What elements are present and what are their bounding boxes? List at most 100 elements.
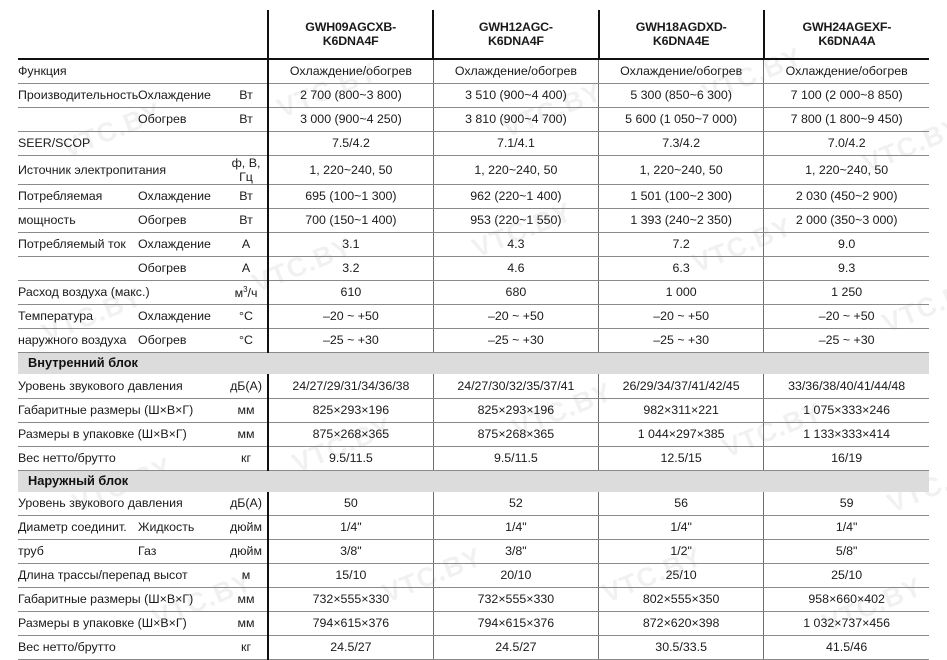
- model-name-2: GWH12AGC- K6DNA4F: [432, 10, 599, 60]
- row-sublabel: Газ: [138, 539, 225, 565]
- table-row: Размеры в упаковке (Ш×В×Г) мм 794×615×376 7…: [18, 611, 930, 637]
- cell-value: 3/8": [432, 539, 599, 565]
- row-label: Температура: [18, 304, 138, 330]
- cell-value: 9.0: [763, 232, 930, 258]
- table-row: Вес нетто/брутто кг 24.5/27 24.5/27 30.5/33.…: [18, 635, 930, 660]
- row-unit: Вт: [225, 107, 269, 132]
- row-unit: [225, 131, 269, 156]
- cell-value: 20/10: [432, 563, 599, 589]
- cell-value: 50: [267, 491, 434, 517]
- row-label: Габаритные размеры (Ш×В×Г): [18, 398, 225, 423]
- cell-value: 875×268×365: [267, 422, 434, 447]
- cell-value: 953 (220~1 550): [432, 208, 599, 234]
- cell-value: 3 000 (900~4 250): [267, 107, 434, 132]
- cell-value: 825×293×196: [432, 398, 599, 423]
- cell-value: 1, 220~240, 50: [267, 155, 434, 186]
- row-label: Уровень звукового давления: [18, 491, 225, 517]
- cell-value: 3 810 (900~4 700): [432, 107, 599, 132]
- cell-value: 1/2": [598, 539, 764, 565]
- cell-value: 680: [432, 280, 599, 306]
- cell-value: –20 ~ +50: [267, 304, 434, 330]
- specification-table: GWH09AGCXB- K6DNA4F GWH12AGC- K6DNA4F GWH18A…: [18, 10, 930, 660]
- cell-value: –25 ~ +30: [267, 328, 434, 354]
- row-unit: мм: [225, 398, 269, 423]
- cell-value: 7 800 (1 800~9 450): [763, 107, 930, 132]
- table-row: Обогрев А 3.2 4.6 6.3 9.3: [18, 256, 930, 282]
- cell-value: 3.2: [267, 256, 434, 282]
- row-label: [18, 256, 138, 282]
- table-row: Источник электропитания ф, В, Гц 1, 220~24…: [18, 155, 930, 186]
- row-label: Длина трассы/перепад высот: [18, 563, 225, 589]
- row-label: Габаритные размеры (Ш×В×Г): [18, 587, 225, 613]
- table-row: Вес нетто/брутто кг 9.5/11.5 9.5/11.5 12.5/1…: [18, 446, 930, 471]
- cell-value: 1, 220~240, 50: [763, 155, 930, 186]
- row-unit: кг: [225, 635, 269, 660]
- cell-value: 794×615×376: [432, 611, 599, 637]
- row-unit: дБ(А): [225, 491, 269, 517]
- cell-value: –20 ~ +50: [763, 304, 930, 330]
- cell-value: 59: [763, 491, 930, 517]
- row-label: Расход воздуха (макс.): [18, 280, 225, 306]
- cell-value: 1/4": [763, 515, 930, 541]
- table-row: Уровень звукового давления дБ(А) 50 52 56 59: [18, 491, 930, 517]
- row-label: наружного воздуха: [18, 328, 138, 354]
- row-unit: ф, В, Гц: [225, 155, 269, 186]
- cell-value: 3.1: [267, 232, 434, 258]
- cell-value: 2 700 (800~3 800): [267, 83, 434, 108]
- cell-value: 1 501 (100~2 300): [598, 184, 764, 210]
- table-row: Потребляемый ток Охлаждение А 3.1 4.3 7.2 9.0: [18, 232, 930, 258]
- cell-value: 1, 220~240, 50: [432, 155, 599, 186]
- cell-value: 4.3: [432, 232, 599, 258]
- section-header-indoor: Внутренний блок: [18, 352, 930, 375]
- cell-value: 1 393 (240~2 350): [598, 208, 764, 234]
- cell-value: 610: [267, 280, 434, 306]
- cell-value: –25 ~ +30: [432, 328, 599, 354]
- table-row: Производительность Охлаждение Вт 2 700 (800…: [18, 83, 930, 108]
- row-unit: м3/ч: [225, 280, 269, 306]
- table-row: Размеры в упаковке (Ш×В×Г) мм 875×268×365 8…: [18, 422, 930, 447]
- cell-value: 1 000: [598, 280, 764, 306]
- cell-value: 958×660×402: [763, 587, 930, 613]
- cell-value: 700 (150~1 400): [267, 208, 434, 234]
- row-sublabel: Обогрев: [138, 328, 225, 354]
- cell-value: 825×293×196: [267, 398, 434, 423]
- row-unit: дБ(А): [225, 374, 269, 399]
- cell-value: 732×555×330: [267, 587, 434, 613]
- row-sublabel: Обогрев: [138, 208, 225, 234]
- cell-value: 5 300 (850~6 300): [598, 83, 764, 108]
- cell-value: 24.5/27: [432, 635, 599, 660]
- row-label: Размеры в упаковке (Ш×В×Г): [18, 611, 225, 637]
- cell-value: 1 250: [763, 280, 930, 306]
- table-row: Функция Охлаждение/обогрев Охлаждение/обог…: [18, 59, 930, 84]
- row-label: Функция: [18, 59, 225, 84]
- row-sublabel: Обогрев: [138, 107, 225, 132]
- cell-value: 52: [432, 491, 599, 517]
- cell-value: 1/4": [598, 515, 764, 541]
- cell-value: 1/4": [267, 515, 434, 541]
- section-title-indoor: Внутренний блок: [18, 352, 930, 375]
- row-label: Диаметр соединит.: [18, 515, 138, 541]
- cell-value: 732×555×330: [432, 587, 599, 613]
- cell-value: 33/36/38/40/41/44/48: [763, 374, 930, 399]
- cell-value: 794×615×376: [267, 611, 434, 637]
- table-row: Расход воздуха (макс.) м3/ч 610 680 1 000 1 2…: [18, 280, 930, 306]
- cell-value: –20 ~ +50: [598, 304, 764, 330]
- cell-value: 962 (220~1 400): [432, 184, 599, 210]
- cell-value: 25/10: [598, 563, 764, 589]
- row-unit: дюйм: [225, 539, 269, 565]
- row-unit: м: [225, 563, 269, 589]
- cell-value: –20 ~ +50: [432, 304, 599, 330]
- row-unit: А: [225, 232, 269, 258]
- cell-value: 695 (100~1 300): [267, 184, 434, 210]
- row-label: труб: [18, 539, 138, 565]
- cell-value: 12.5/15: [598, 446, 764, 471]
- row-sublabel: Жидкость: [138, 515, 225, 541]
- cell-value: 16/19: [763, 446, 930, 471]
- row-label: Потребляемая: [18, 184, 138, 210]
- row-label: Вес нетто/брутто: [18, 446, 225, 471]
- cell-value: 24/27/30/32/35/37/41: [432, 374, 599, 399]
- cell-value: 6.3: [598, 256, 764, 282]
- cell-value: 7.5/4.2: [267, 131, 434, 156]
- cell-value: 2 030 (450~2 900): [763, 184, 930, 210]
- row-unit: мм: [225, 611, 269, 637]
